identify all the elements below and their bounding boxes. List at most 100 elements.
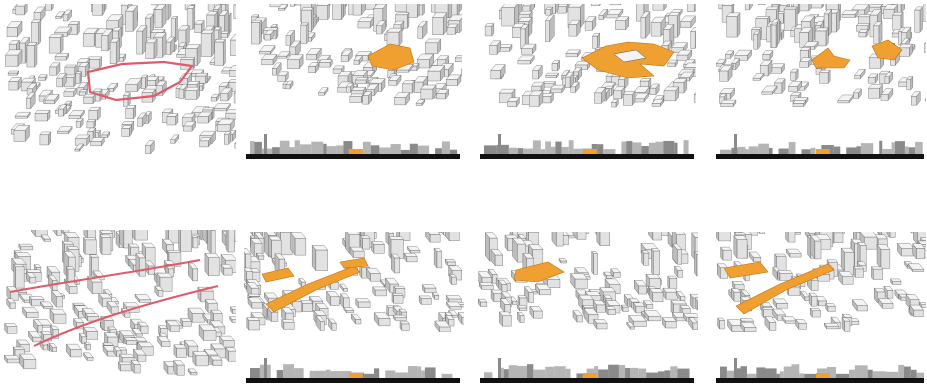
building	[873, 21, 883, 26]
building	[448, 310, 459, 316]
section-mass	[395, 372, 408, 378]
building	[375, 289, 387, 297]
building	[165, 41, 171, 55]
building	[178, 25, 190, 31]
building	[119, 353, 135, 358]
building	[15, 4, 27, 7]
section-mass	[498, 367, 504, 378]
section-mass	[362, 141, 371, 154]
section-mass	[517, 148, 524, 154]
building	[49, 62, 61, 68]
building	[921, 304, 926, 308]
proposal-plaza	[261, 267, 295, 283]
section-mass	[279, 140, 290, 154]
building	[626, 322, 635, 328]
building	[753, 30, 761, 35]
section-mass	[915, 141, 923, 154]
section-proposal	[815, 149, 830, 154]
building	[211, 29, 215, 58]
building	[857, 14, 872, 17]
building	[92, 88, 103, 92]
building	[286, 54, 304, 60]
building	[395, 12, 410, 15]
building	[667, 59, 678, 64]
building	[840, 247, 855, 253]
section-mass	[598, 369, 609, 378]
building	[674, 232, 686, 235]
building	[445, 301, 462, 307]
building	[677, 270, 683, 278]
building	[490, 64, 506, 71]
building	[665, 291, 678, 300]
section-mass	[545, 141, 551, 154]
building	[390, 253, 401, 259]
building	[620, 304, 629, 308]
building	[13, 264, 25, 267]
building	[69, 286, 78, 294]
corridor-context-panel	[4, 230, 236, 376]
section-mass	[409, 143, 418, 154]
section-mass	[756, 367, 766, 378]
building	[744, 4, 750, 11]
building	[170, 16, 178, 19]
building	[684, 62, 696, 68]
building	[739, 318, 754, 322]
building	[326, 291, 340, 297]
building	[694, 251, 698, 255]
building	[507, 97, 520, 102]
proposal-corridor	[265, 265, 361, 313]
building	[68, 21, 80, 25]
building	[394, 97, 406, 106]
building	[856, 23, 871, 26]
building	[599, 4, 602, 7]
building	[650, 16, 666, 23]
building	[187, 368, 198, 373]
building	[406, 256, 418, 263]
building	[55, 16, 62, 19]
building	[551, 60, 561, 64]
building	[648, 232, 654, 241]
building	[277, 4, 288, 9]
building	[830, 316, 841, 323]
building	[214, 39, 226, 43]
building	[490, 70, 501, 80]
building	[498, 311, 512, 316]
section-mass	[648, 142, 656, 154]
building	[139, 299, 152, 303]
building	[676, 54, 688, 61]
building	[353, 250, 365, 258]
building	[13, 125, 30, 131]
building	[613, 90, 622, 100]
building	[9, 302, 16, 309]
building	[250, 312, 266, 318]
building	[598, 15, 604, 20]
building	[580, 4, 585, 29]
building	[446, 23, 459, 28]
building	[246, 317, 260, 321]
building	[529, 306, 543, 312]
building	[385, 277, 400, 285]
building	[792, 103, 804, 107]
building	[556, 232, 564, 247]
section-mass	[289, 147, 295, 154]
building	[8, 40, 20, 45]
building	[570, 273, 588, 280]
building	[92, 281, 103, 294]
building	[342, 4, 346, 18]
building	[852, 88, 862, 93]
building	[557, 6, 567, 14]
building	[429, 234, 441, 243]
section-mass	[527, 364, 534, 378]
building	[388, 75, 402, 81]
building	[518, 10, 533, 15]
building	[722, 249, 732, 261]
building	[131, 328, 143, 335]
building	[682, 313, 698, 318]
building	[398, 308, 408, 313]
section-proposal	[582, 373, 597, 378]
building	[28, 331, 42, 338]
building	[332, 4, 342, 20]
building	[633, 86, 650, 93]
building	[427, 65, 445, 72]
building	[694, 250, 698, 277]
